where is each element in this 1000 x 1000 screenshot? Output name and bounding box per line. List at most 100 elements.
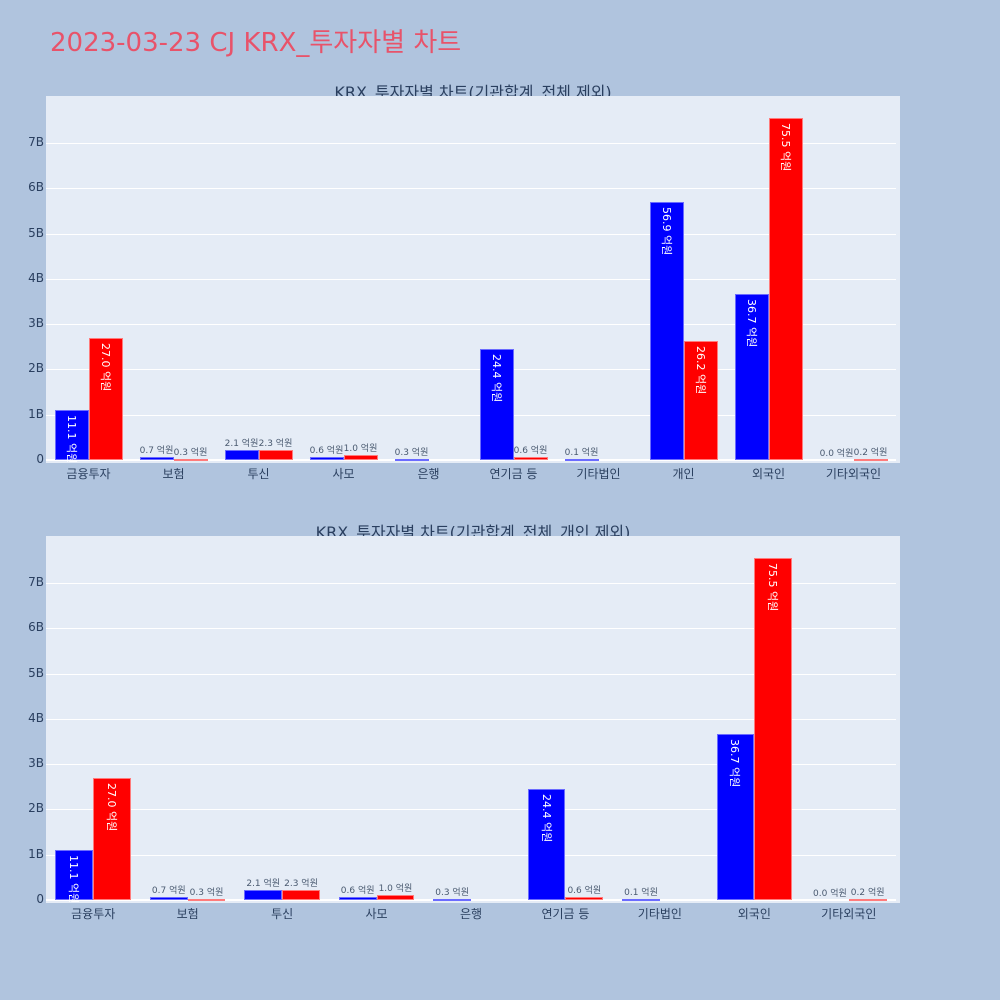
bar-red[interactable]: 27.0 억원 <box>88 337 123 460</box>
bar-red[interactable]: 27.0 억원 <box>93 777 131 900</box>
bar-value-label: 75.5 억원 <box>766 562 780 612</box>
x-tick-label: 사모 <box>332 467 355 481</box>
bar-value-label: 0.0 억원 <box>819 449 854 459</box>
bar-value-label: 2.3 억원 <box>258 438 293 449</box>
y-tick-label: 5B <box>28 665 44 680</box>
zero-line <box>46 899 896 901</box>
x-tick-label: 외국인 <box>751 467 786 481</box>
gridline <box>46 764 896 766</box>
x-tick-label: 금융투자 <box>66 467 111 481</box>
gridline <box>46 854 896 856</box>
bar-red[interactable] <box>853 458 888 461</box>
x-tick-label: 보험 <box>176 907 199 921</box>
x-tick-label: 은행 <box>459 907 483 921</box>
bar-value-label: 24.4 억원 <box>539 794 553 843</box>
bar-value-label: 26.2 억원 <box>693 346 707 395</box>
bar-value-label: 2.1 억원 <box>224 439 259 450</box>
bar-value-label: 36.7 억원 <box>744 298 758 347</box>
bar-blue[interactable] <box>149 896 188 900</box>
bar-blue[interactable] <box>564 458 599 461</box>
bar-value-label: 24.4 억원 <box>489 354 503 403</box>
y-tick-label: 0 <box>36 452 44 466</box>
y-tick-label: 7B <box>28 574 44 589</box>
gridline <box>46 278 896 280</box>
x-tick-label: 은행 <box>417 467 440 481</box>
bar-red[interactable] <box>258 449 293 460</box>
y-tick-label: 3B <box>28 316 44 331</box>
bar-blue[interactable] <box>622 898 660 901</box>
bar-blue[interactable]: 36.7 억원 <box>734 293 769 460</box>
bar-red[interactable] <box>282 889 320 900</box>
bar-blue[interactable] <box>139 456 174 460</box>
bar-value-label: 75.5 억원 <box>778 122 792 172</box>
plot-area[interactable]: 11.1 억원 27.0 억원 0.7 억원 0.3 억원 2.1 억원 2.3 억원 0.… <box>46 536 900 903</box>
gridline <box>46 809 896 811</box>
bar-red[interactable] <box>173 458 208 461</box>
bar-value-label: 0.3 억원 <box>189 887 224 898</box>
y-tick-label: 2B <box>28 801 44 816</box>
bar-value-label: 0.2 억원 <box>853 447 888 458</box>
y-tick-label: 4B <box>28 710 44 725</box>
y-tick-label: 1B <box>28 406 44 421</box>
bar-value-label: 1.0 억원 <box>378 884 413 895</box>
x-tick-label: 보험 <box>162 467 185 481</box>
y-tick-label: 5B <box>28 225 44 240</box>
bar-value-label: 2.1 억원 <box>246 879 281 890</box>
bar-blue[interactable]: 24.4 억원 <box>479 349 514 460</box>
bar-red[interactable]: 75.5 억원 <box>754 557 793 900</box>
bar-value-label: 11.1 억원 <box>67 854 81 903</box>
gridline <box>46 188 896 190</box>
bar-red[interactable]: 75.5 억원 <box>768 117 803 460</box>
zero-line <box>46 459 896 461</box>
bar-blue[interactable]: 24.4 억원 <box>527 789 566 900</box>
x-tick-label: 기타외국인 <box>825 467 882 481</box>
bar-value-label: 0.2 억원 <box>850 887 885 898</box>
x-tick-label: 투신 <box>271 907 294 921</box>
bar-red[interactable] <box>187 898 226 901</box>
bar-value-label: 27.0 억원 <box>105 782 119 831</box>
gridline <box>46 324 896 326</box>
bar-value-label: 0.6 억원 <box>513 446 548 457</box>
bar-blue[interactable] <box>309 457 344 460</box>
bar-red[interactable] <box>376 895 415 900</box>
bar-value-label: 0.6 억원 <box>340 886 375 897</box>
y-tick-label: 3B <box>28 756 44 771</box>
x-tick-label: 연기금 등 <box>541 907 590 921</box>
bar-blue[interactable]: 11.1 억원 <box>55 849 94 903</box>
bar-blue[interactable]: 11.1 억원 <box>54 409 89 463</box>
bar-value-label: 11.1 억원 <box>64 414 78 463</box>
bar-blue[interactable] <box>433 898 471 901</box>
bar-value-label: 56.9 억원 <box>659 207 673 256</box>
bar-red[interactable] <box>565 897 604 900</box>
bar-blue[interactable]: 56.9 억원 <box>649 202 684 460</box>
x-tick-label: 연기금 등 <box>489 467 538 481</box>
bar-value-label: 0.3 억원 <box>394 447 429 458</box>
x-tick-label: 개인 <box>672 467 695 481</box>
x-tick-label: 사모 <box>365 907 388 921</box>
bar-red[interactable] <box>343 455 378 460</box>
bar-value-label: 0.7 억원 <box>139 445 174 456</box>
bar-value-label: 0.6 억원 <box>309 446 344 457</box>
plot-area[interactable]: 11.1 억원 27.0 억원 0.7 억원 0.3 억원 2.1 억원 2.3 억원 0.… <box>46 96 900 463</box>
gridline <box>46 142 896 144</box>
bar-value-label: 36.7 억원 <box>728 738 742 787</box>
bar-blue[interactable]: 36.7 억원 <box>716 733 755 900</box>
gridline <box>46 414 896 416</box>
y-tick-label: 7B <box>28 134 44 149</box>
gridline <box>46 673 896 675</box>
bar-blue[interactable] <box>244 890 283 900</box>
bar-blue[interactable] <box>338 897 377 900</box>
bar-red[interactable] <box>848 898 887 901</box>
gridline <box>46 233 896 235</box>
bar-red[interactable]: 26.2 억원 <box>683 341 718 460</box>
bar-blue[interactable] <box>224 450 259 460</box>
page-title: 2023-03-23 CJ KRX_투자자별 차트 <box>50 28 462 58</box>
gridline <box>46 582 896 584</box>
y-tick-label: 6B <box>28 620 44 635</box>
y-tick-label: 6B <box>28 180 44 195</box>
gridline <box>46 628 896 630</box>
bar-red[interactable] <box>513 457 548 460</box>
bar-blue[interactable] <box>394 458 429 461</box>
x-tick-label: 기타법인 <box>637 907 682 921</box>
gridline <box>46 718 896 720</box>
